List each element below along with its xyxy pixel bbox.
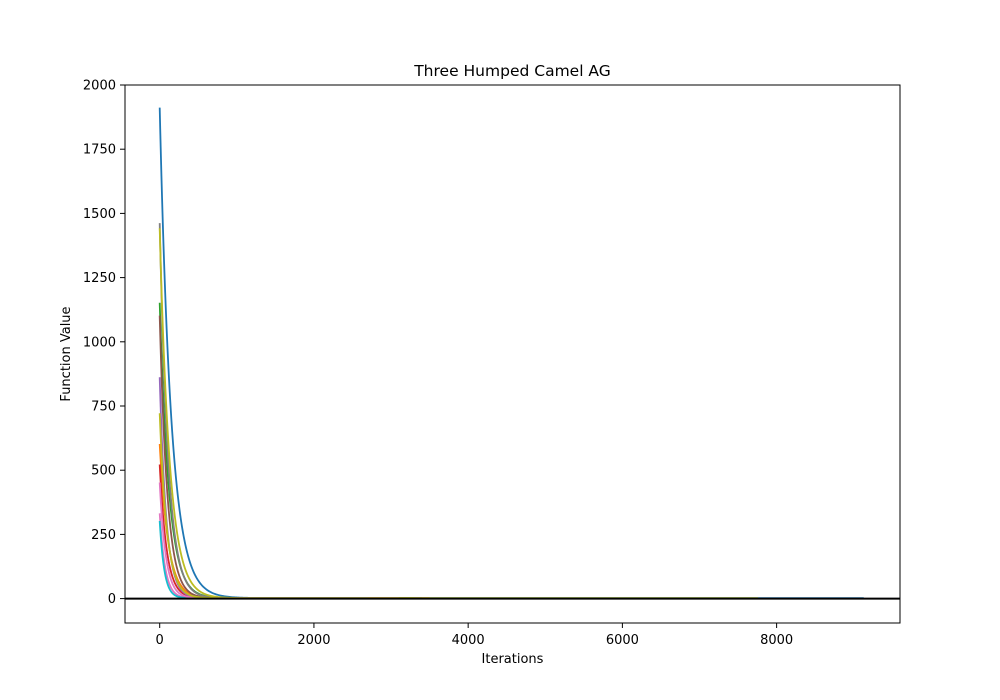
series-line <box>158 377 376 599</box>
y-axis-title: Function Value <box>59 306 74 401</box>
x-tick-label: 2000 <box>297 633 330 648</box>
series-line <box>158 520 368 599</box>
series-line <box>158 482 399 599</box>
series-line <box>158 443 430 599</box>
y-axis: 0 250 500 750 1000 1250 1500 1750 2000 <box>83 79 125 607</box>
series-line <box>158 107 864 599</box>
y-tick-label: 1000 <box>83 335 116 350</box>
chart-title: Three Humped Camel AG <box>413 62 611 80</box>
series-line <box>158 228 759 599</box>
y-tick-label: 500 <box>91 464 116 479</box>
x-axis-title: Iterations <box>482 652 544 667</box>
series-line <box>158 223 422 599</box>
y-tick-label: 250 <box>91 528 116 543</box>
series-line <box>158 302 415 599</box>
y-tick-label: 1250 <box>83 271 116 286</box>
y-tick-label: 750 <box>91 400 116 415</box>
series-layer <box>158 107 864 599</box>
y-tick-label: 1500 <box>83 207 116 222</box>
x-tick-label: 0 <box>156 633 164 648</box>
y-tick-label: 1750 <box>83 143 116 158</box>
series-line <box>158 315 407 599</box>
y-tick-label: 2000 <box>83 79 116 94</box>
y-tick-label: 0 <box>108 592 116 607</box>
x-axis: 0 2000 4000 6000 8000 <box>156 623 793 648</box>
x-tick-label: 4000 <box>452 633 485 648</box>
series-line <box>158 464 384 599</box>
x-tick-label: 8000 <box>760 633 793 648</box>
series-line <box>158 413 415 599</box>
x-tick-label: 6000 <box>606 633 639 648</box>
plot-frame <box>124 84 901 624</box>
